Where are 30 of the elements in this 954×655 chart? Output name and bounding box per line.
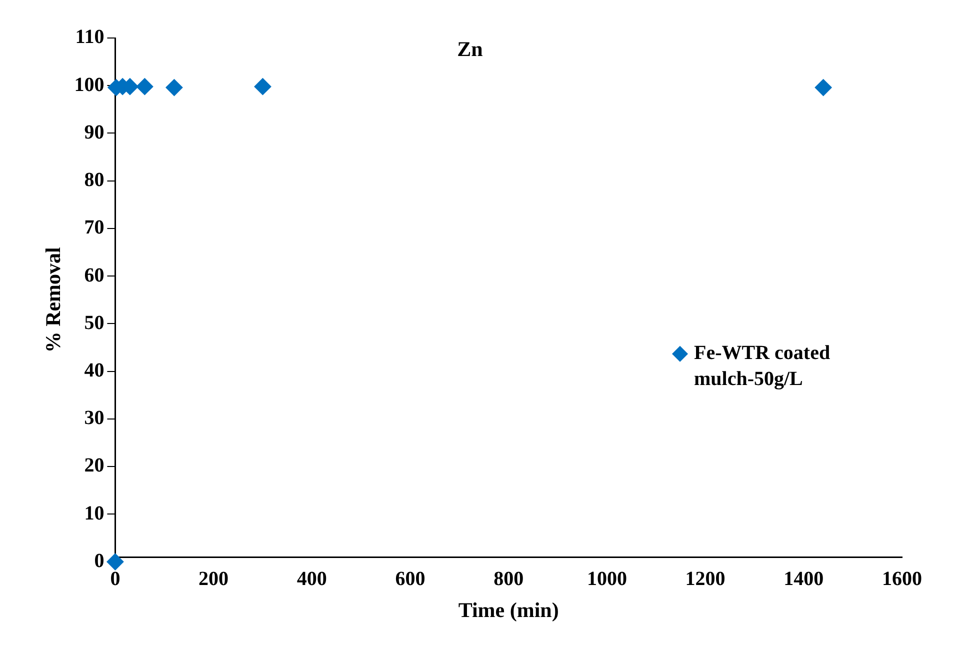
point	[106, 553, 124, 570]
point	[254, 78, 272, 96]
x-tick-label: 200	[198, 568, 229, 590]
y-tick-label: 30	[84, 407, 104, 430]
chart-title: Zn	[457, 37, 484, 62]
y-tick-label: 90	[84, 121, 104, 144]
y-tick-label: 40	[84, 360, 104, 382]
x-tick-label: 800	[494, 568, 524, 590]
point	[136, 78, 154, 96]
x-tick-label: 1400	[784, 568, 824, 590]
point	[814, 79, 832, 96]
x-tick-label: 400	[296, 568, 327, 590]
x-tick-label: 1600	[882, 568, 922, 590]
y-tick-label: 50	[84, 312, 104, 334]
y-tick-label: 60	[84, 264, 104, 286]
x-axis-title: Time (min)	[458, 598, 559, 622]
legend-label: Fe-WTR coated mulch-50g/L	[694, 342, 830, 390]
y-tick-label: 110	[75, 26, 104, 48]
x-tick-label: 1200	[685, 568, 726, 590]
y-tick-label: 20	[84, 454, 104, 477]
x-tick-label: 600	[395, 568, 426, 590]
x-tick-label: 1000	[586, 568, 627, 590]
y-axis-title: % Removal	[41, 246, 66, 353]
x-tick-label: 0	[110, 568, 120, 590]
point	[166, 79, 183, 96]
y-tick-label: 10	[84, 502, 104, 524]
y-tick-label: 70	[84, 216, 104, 239]
y-tick-label: 0	[94, 550, 104, 572]
y-tick-label: 80	[84, 169, 104, 192]
y-tick-label: 100	[74, 74, 104, 96]
